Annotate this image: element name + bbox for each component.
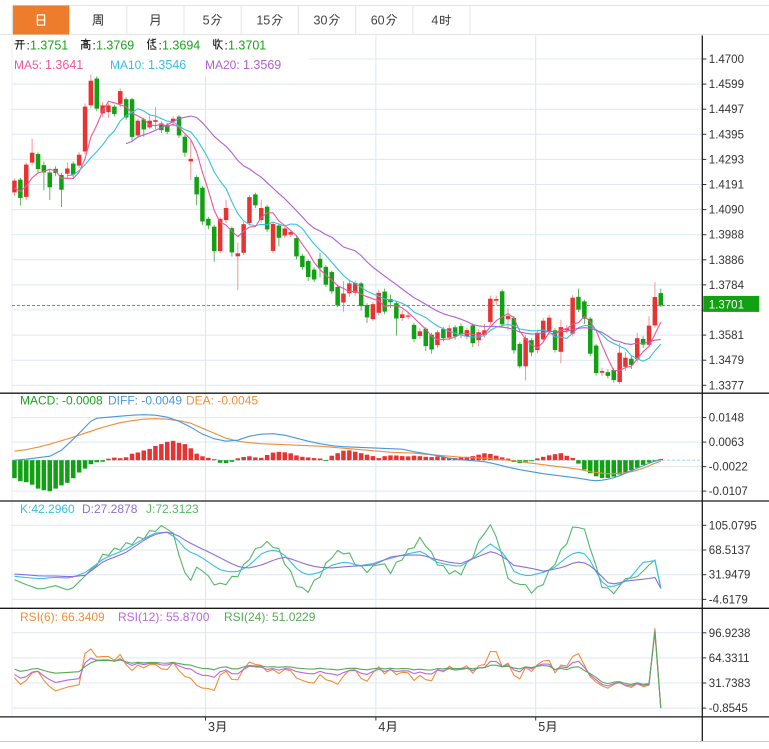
svg-text:DEA: -0.0045: DEA: -0.0045 bbox=[186, 394, 258, 408]
svg-text::: : bbox=[225, 39, 228, 53]
svg-text:1.3784: 1.3784 bbox=[709, 280, 745, 292]
svg-text:1.4599: 1.4599 bbox=[709, 79, 744, 91]
svg-text:1.3377: 1.3377 bbox=[709, 380, 744, 392]
svg-text:RSI(24): 51.0229: RSI(24): 51.0229 bbox=[224, 610, 316, 624]
svg-text:DIFF: -0.0049: DIFF: -0.0049 bbox=[108, 394, 182, 408]
svg-text:MA10:: MA10: bbox=[110, 58, 145, 72]
svg-text:1.4497: 1.4497 bbox=[709, 104, 744, 116]
svg-text:1.4395: 1.4395 bbox=[709, 129, 744, 141]
svg-text:1.3769: 1.3769 bbox=[96, 39, 134, 53]
svg-text:1.3546: 1.3546 bbox=[148, 58, 186, 72]
svg-text:31.7383: 31.7383 bbox=[709, 678, 751, 690]
svg-text:0.0148: 0.0148 bbox=[709, 413, 744, 425]
svg-text:J:72.3123: J:72.3123 bbox=[146, 502, 199, 516]
svg-text:1.3479: 1.3479 bbox=[709, 355, 744, 367]
svg-text:1.3988: 1.3988 bbox=[709, 230, 744, 242]
svg-text:RSI(6): 66.3409: RSI(6): 66.3409 bbox=[20, 610, 105, 624]
svg-text:-0.8545: -0.8545 bbox=[709, 703, 748, 715]
svg-text:-0.0107: -0.0107 bbox=[709, 486, 748, 498]
svg-text:1.3694: 1.3694 bbox=[162, 39, 200, 53]
svg-text:1.4090: 1.4090 bbox=[709, 205, 744, 217]
svg-text:-4.6179: -4.6179 bbox=[709, 594, 748, 606]
svg-text:5: 5 bbox=[203, 14, 210, 28]
svg-text:15: 15 bbox=[256, 14, 270, 28]
svg-text:4: 4 bbox=[431, 14, 438, 28]
svg-text::: : bbox=[159, 39, 162, 53]
svg-text:1.4191: 1.4191 bbox=[709, 180, 744, 192]
svg-text:1.3581: 1.3581 bbox=[709, 330, 744, 342]
svg-text:96.9238: 96.9238 bbox=[709, 628, 751, 640]
svg-text:4: 4 bbox=[378, 720, 385, 734]
svg-text:MACD: -0.0008: MACD: -0.0008 bbox=[20, 394, 103, 408]
svg-text:MA20:: MA20: bbox=[205, 58, 240, 72]
svg-text:1.3751: 1.3751 bbox=[30, 39, 68, 53]
svg-text:D:27.2878: D:27.2878 bbox=[82, 502, 138, 516]
svg-text:30: 30 bbox=[314, 14, 328, 28]
svg-text:1.4700: 1.4700 bbox=[709, 54, 744, 66]
svg-text:105.0795: 105.0795 bbox=[709, 520, 757, 532]
svg-text:MA5:: MA5: bbox=[14, 58, 42, 72]
svg-text:5: 5 bbox=[538, 720, 545, 734]
svg-text:1.3701: 1.3701 bbox=[709, 299, 744, 311]
svg-text:-0.0022: -0.0022 bbox=[709, 462, 748, 474]
svg-text:RSI(12): 55.8700: RSI(12): 55.8700 bbox=[118, 610, 210, 624]
svg-text::: : bbox=[27, 39, 30, 53]
svg-text:31.9479: 31.9479 bbox=[709, 570, 751, 582]
svg-text::: : bbox=[93, 39, 96, 53]
svg-text:1.3641: 1.3641 bbox=[45, 58, 83, 72]
svg-text:68.5137: 68.5137 bbox=[709, 545, 751, 557]
svg-text:0.0063: 0.0063 bbox=[709, 437, 744, 449]
svg-text:1.3569: 1.3569 bbox=[243, 58, 281, 72]
svg-text:K:42.2960: K:42.2960 bbox=[20, 502, 75, 516]
svg-text:3: 3 bbox=[208, 720, 215, 734]
svg-text:1.3886: 1.3886 bbox=[709, 255, 744, 267]
svg-text:64.3311: 64.3311 bbox=[709, 653, 750, 665]
svg-text:1.4293: 1.4293 bbox=[709, 154, 744, 166]
svg-text:1.3701: 1.3701 bbox=[228, 39, 266, 53]
svg-text:60: 60 bbox=[371, 14, 385, 28]
